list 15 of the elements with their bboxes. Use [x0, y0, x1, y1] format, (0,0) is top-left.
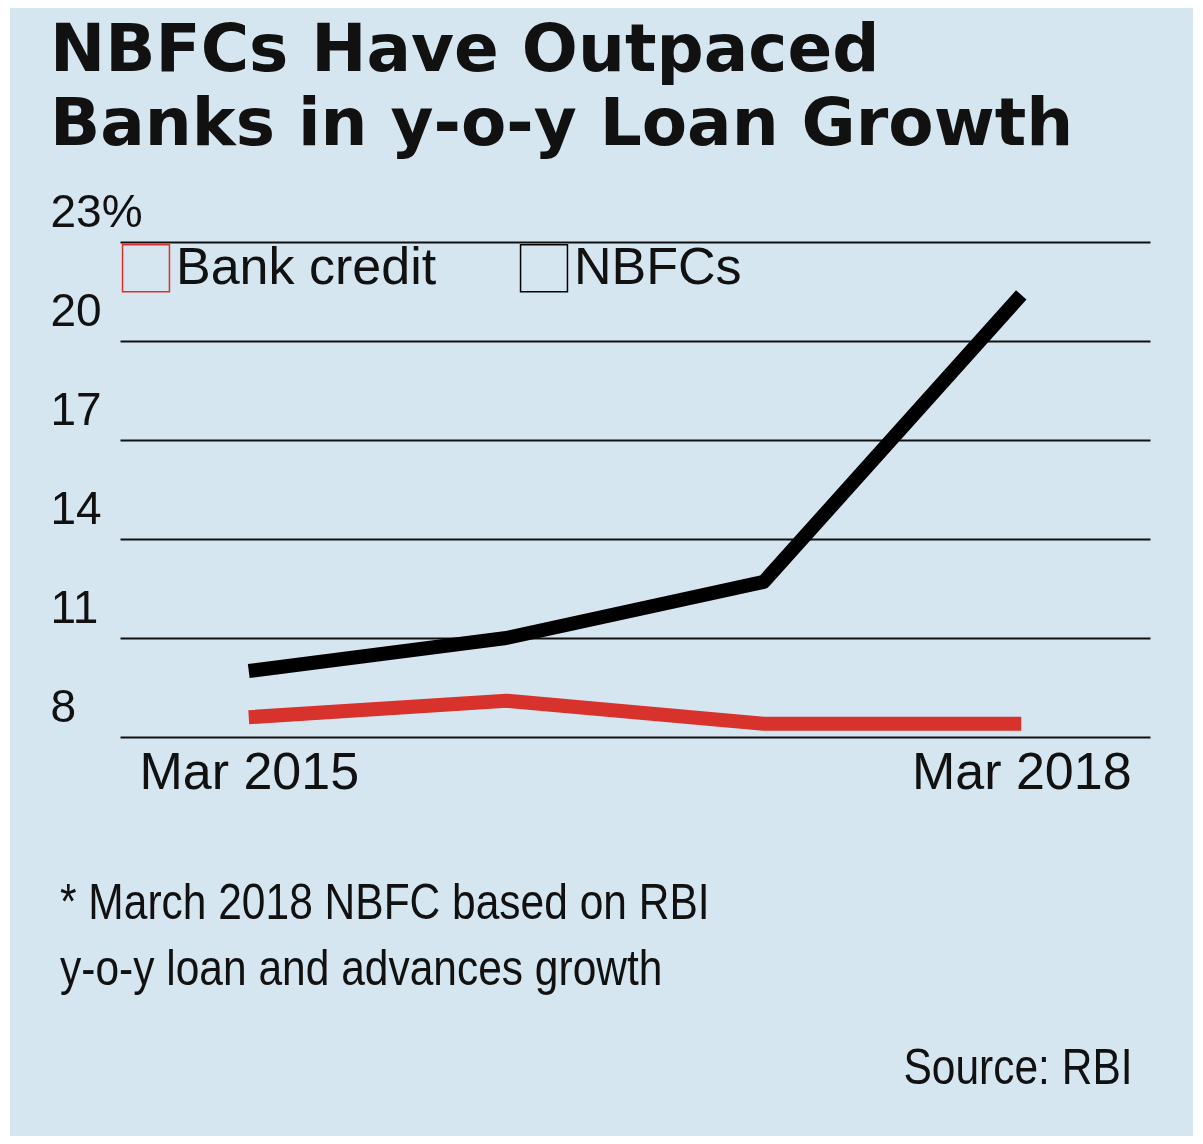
legend-label: Bank credit — [176, 237, 437, 296]
y-tick-label: 11 — [50, 580, 99, 633]
y-tick-label: 17 — [50, 382, 102, 435]
x-tick-label: Mar 2015 — [139, 741, 360, 800]
text: y-o-y loan and advances growth — [60, 939, 663, 997]
x-tick-label: Mar 2018 — [911, 741, 1132, 800]
y-tick-label: 23% — [50, 184, 143, 237]
text: Banks in y-o-y Loan Growth — [50, 84, 1074, 161]
source-note: Source: RBI — [903, 1038, 1133, 1096]
legend-label: NBFCs — [574, 237, 742, 296]
text: * March 2018 NBFC based on RBI — [60, 873, 710, 931]
y-tick-label: 20 — [50, 283, 102, 336]
y-tick-label: 8 — [50, 679, 77, 732]
text: NBFCs Have Outpaced — [50, 10, 880, 87]
y-tick-label: 14 — [50, 481, 102, 534]
